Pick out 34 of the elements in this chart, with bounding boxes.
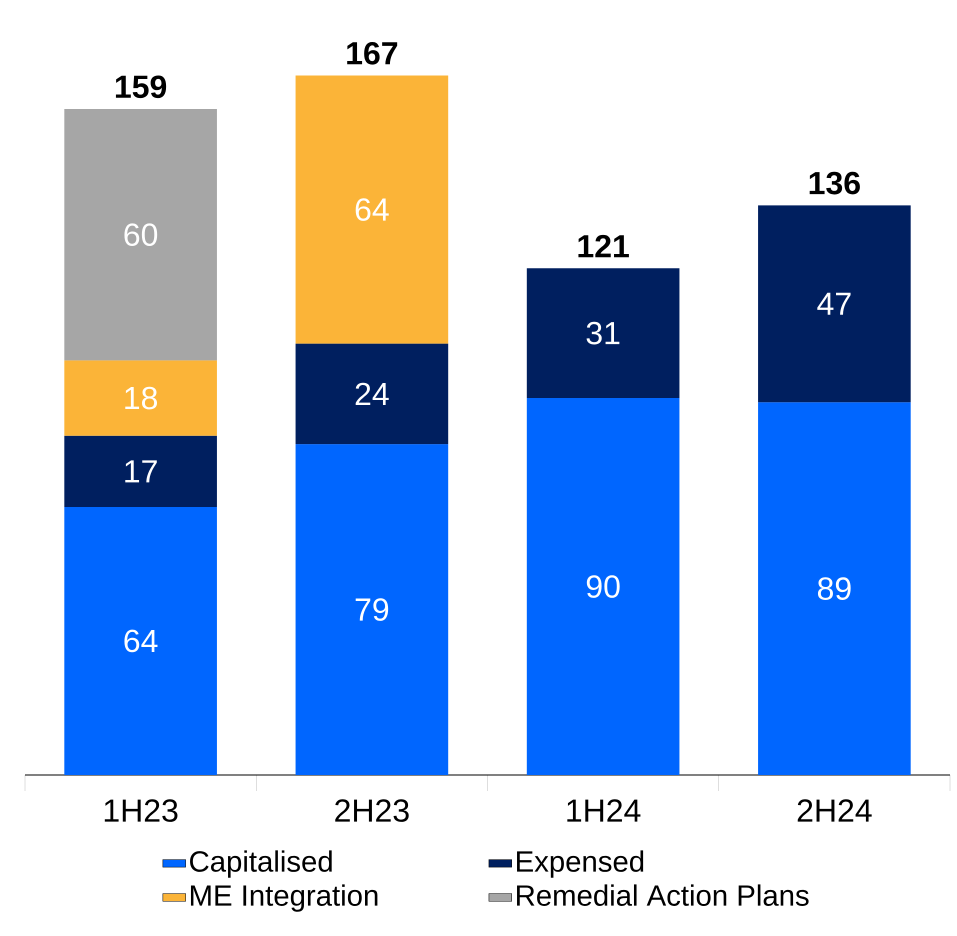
bar: [64, 436, 217, 507]
bar: [758, 205, 911, 402]
x-tick-label: 1H23: [104, 799, 178, 822]
data-label: 64: [356, 198, 389, 221]
bar: [296, 444, 448, 775]
legend-label: Capitalised: [190, 850, 332, 878]
total-label: 136: [810, 172, 860, 194]
bar: [64, 360, 217, 436]
data-label: 60: [124, 223, 158, 246]
total-label: 167: [347, 42, 398, 65]
data-label: 47: [817, 292, 851, 315]
data-label: 79: [356, 598, 388, 621]
x-tick-label: 1H24: [567, 799, 640, 822]
x-tick-label: 2H23: [335, 799, 409, 822]
data-label: 17: [125, 460, 157, 482]
bar: [296, 76, 448, 344]
bar: [526, 268, 680, 398]
total-label: 159: [116, 75, 166, 98]
total-label: 121: [578, 234, 629, 258]
data-label: 18: [125, 386, 158, 410]
bar: [296, 344, 448, 444]
data-label: 90: [586, 575, 620, 598]
legend-label: Expensed: [517, 850, 644, 878]
legend-label: ME Integration: [190, 884, 378, 912]
data-label: 89: [818, 577, 851, 600]
bar: [64, 109, 217, 360]
data-label: 31: [586, 322, 620, 344]
data-label: 64: [124, 630, 158, 652]
x-tick-label: 2H24: [798, 799, 872, 822]
bar: [64, 506, 217, 775]
bar: [526, 398, 680, 775]
legend-label: Remedial Action Plans: [517, 884, 809, 906]
data-label: 24: [356, 382, 389, 406]
bar: [758, 402, 911, 775]
